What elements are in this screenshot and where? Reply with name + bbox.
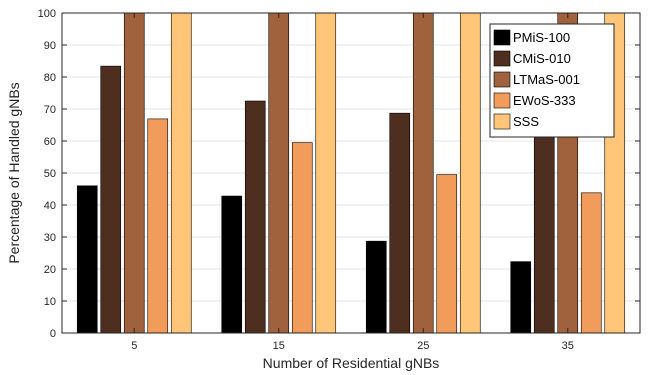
- bar-PMiS-100-15: [221, 195, 243, 334]
- y-tick-label: 0: [50, 328, 56, 340]
- y-tick-label: 50: [44, 168, 56, 180]
- bar-PMiS-100-5: [76, 185, 98, 334]
- bar-CMiS-010-25: [389, 112, 411, 334]
- legend-label: PMiS-100: [513, 30, 570, 45]
- legend: PMiS-100 CMiS-010 LTMaS-001 EWoS-333 SSS: [489, 23, 615, 138]
- bar-EWoS-333-35: [580, 192, 602, 334]
- y-tick-label: 40: [44, 200, 56, 212]
- x-tick-label: 15: [273, 340, 285, 352]
- x-tick-label: 35: [562, 340, 574, 352]
- x-axis-ticks: 5 15 25 35: [131, 13, 574, 352]
- bar-EWoS-333-15: [291, 142, 313, 334]
- y-tick-label: 20: [44, 264, 56, 276]
- legend-label: LTMaS-001: [513, 72, 580, 87]
- y-tick-label: 70: [44, 104, 56, 116]
- y-tick-label: 10: [44, 296, 56, 308]
- bar-SSS-5: [170, 12, 192, 334]
- bar-LTMaS-001-5: [123, 12, 145, 334]
- y-tick-label: 100: [38, 8, 56, 20]
- bar-EWoS-333-25: [436, 174, 458, 334]
- bar-LTMaS-001-15: [268, 12, 290, 334]
- y-axis-ticks: 0 10 20 30 40 50 60 70 80 90 100: [38, 8, 640, 340]
- legend-box: [489, 23, 615, 138]
- legend-swatch: [493, 113, 511, 130]
- bar-SSS-15: [315, 12, 337, 334]
- bar-CMiS-010-15: [244, 100, 266, 334]
- legend-label: CMiS-010: [513, 51, 571, 66]
- x-tick-label: 5: [131, 340, 137, 352]
- bar-LTMaS-001-25: [412, 12, 434, 334]
- bar-PMiS-100-35: [510, 261, 532, 334]
- y-tick-label: 90: [44, 40, 56, 52]
- bar-EWoS-333-5: [147, 118, 169, 334]
- x-axis-label: Number of Residential gNBs: [263, 355, 440, 371]
- legend-label: EWoS-333: [513, 93, 576, 108]
- x-tick-label: 25: [417, 340, 429, 352]
- y-tick-label: 60: [44, 136, 56, 148]
- legend-swatch: [493, 29, 511, 46]
- bar-SSS-25: [459, 12, 481, 334]
- y-tick-label: 30: [44, 232, 56, 244]
- y-axis-label: Percentage of Handled gNBs: [6, 82, 22, 263]
- bar-CMiS-010-5: [100, 65, 122, 334]
- legend-label: SSS: [513, 114, 539, 129]
- y-tick-label: 80: [44, 72, 56, 84]
- bar-PMiS-100-25: [365, 240, 387, 334]
- bar-CMiS-010-35: [533, 133, 555, 334]
- legend-swatch: [493, 71, 511, 88]
- legend-swatch: [493, 92, 511, 109]
- legend-swatch: [493, 50, 511, 67]
